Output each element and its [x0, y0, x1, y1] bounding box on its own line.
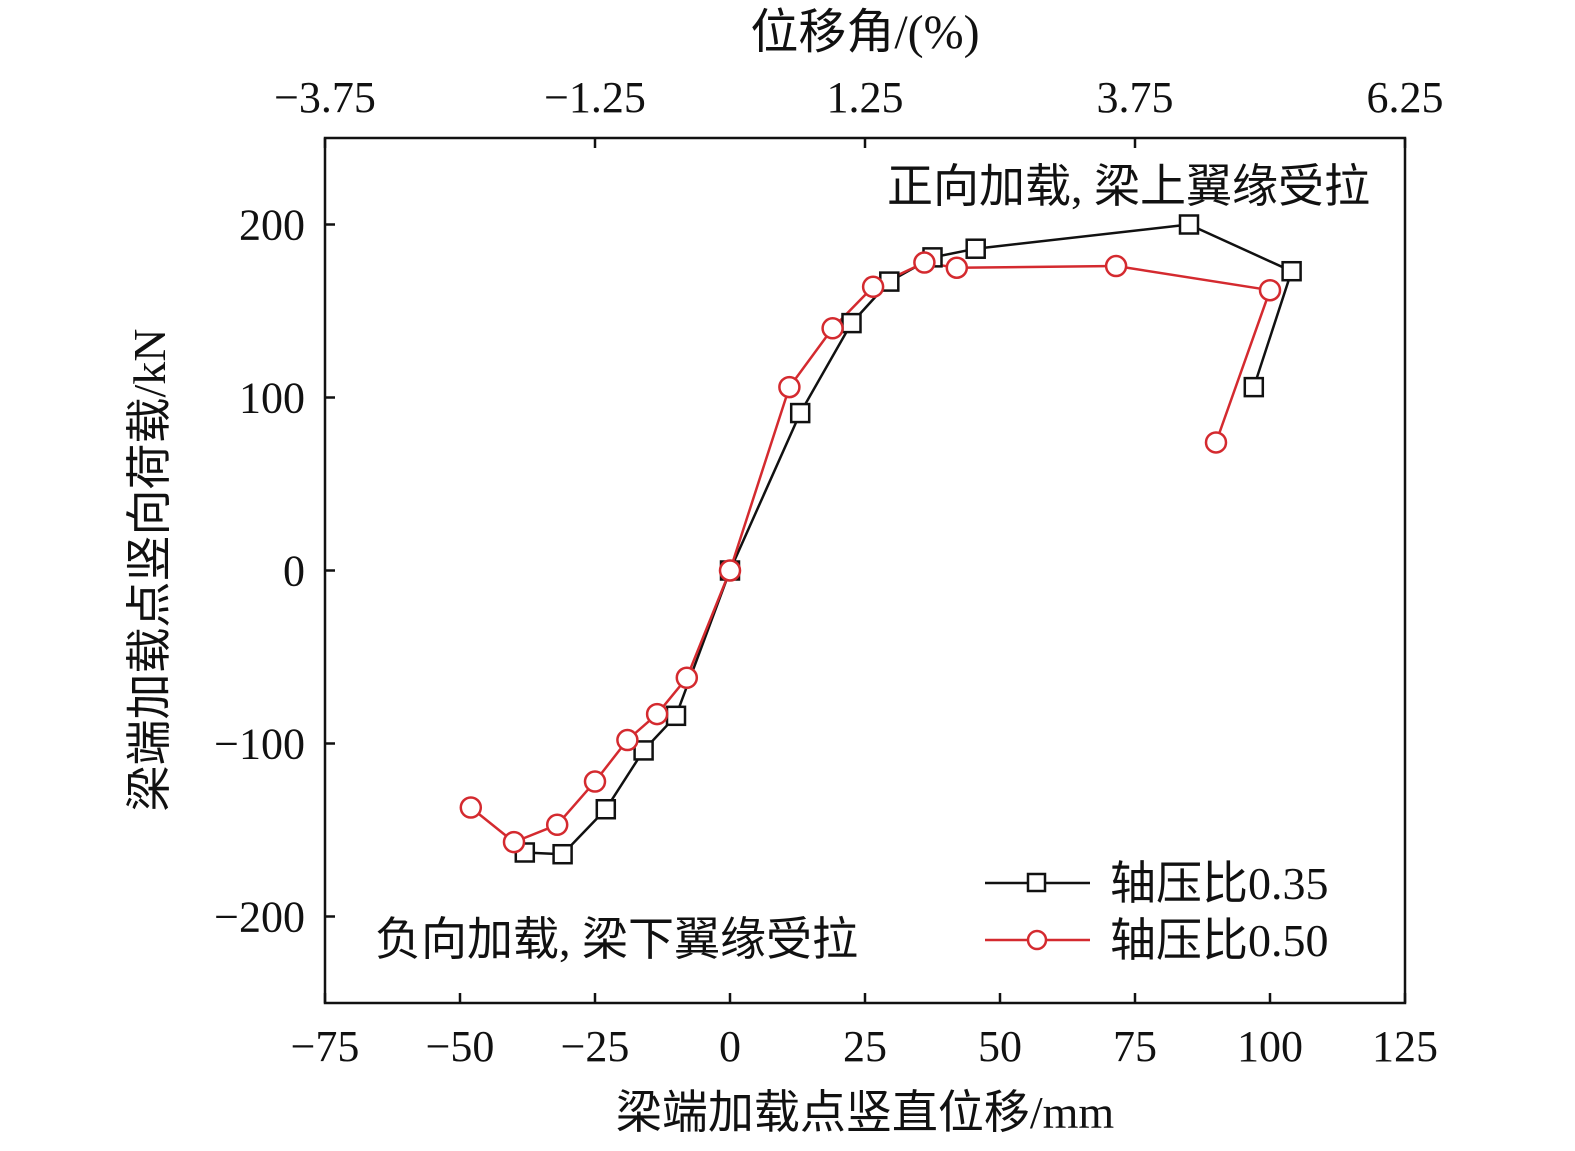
x-tick-label: 75 [1113, 1022, 1157, 1071]
data-point-circle [459, 796, 483, 819]
data-point-square [965, 238, 986, 259]
top-tick-label: 6.25 [1367, 73, 1444, 122]
data-point-circle [645, 702, 669, 726]
data-point-circle [778, 375, 801, 399]
x-tick-label: −25 [561, 1022, 630, 1071]
series-line-1 [470, 261, 1272, 844]
data-point-circle [675, 666, 699, 690]
x-tick-label: 100 [1237, 1022, 1303, 1071]
x-tick-label: −50 [426, 1022, 495, 1071]
data-point-square [1243, 376, 1265, 398]
data-point-circle [545, 813, 569, 837]
data-point-circle [1204, 431, 1228, 454]
x-tick-label: 25 [843, 1022, 887, 1071]
legend-label-050: 轴压比0.50 [1110, 915, 1329, 966]
legend-item-035: 轴压比0.35 [985, 858, 1329, 909]
data-point-square [665, 705, 687, 727]
y-tick-label: 100 [239, 374, 305, 423]
y-axis-label: 梁端加载点竖向荷载/kN [124, 329, 175, 812]
data-point-square [841, 312, 862, 334]
annotation-positive: 正向加载, 梁上翼缘受拉 [887, 161, 1370, 212]
top-tick-label: 3.75 [1097, 73, 1174, 122]
data-point-square [789, 402, 811, 424]
y-tick-label: −100 [214, 720, 305, 769]
legend: 轴压比0.35 轴压比0.50 [985, 858, 1329, 966]
data-point-circle [861, 275, 885, 299]
data-point-circle [583, 770, 607, 793]
data-point-circle [913, 251, 936, 274]
data-point-circle [718, 559, 742, 582]
x-axis-label: 梁端加载点竖直位移/mm [616, 1087, 1115, 1138]
annotation-negative: 负向加载, 梁下翼缘受拉 [375, 914, 858, 965]
data-point-square [595, 798, 617, 820]
top-tick-label: −1.25 [544, 73, 646, 122]
legend-marker-circle [1026, 929, 1048, 951]
top-tick-label: −3.75 [274, 73, 376, 122]
axis-ticks: −75 −50 −25 0 25 50 75 100 125 200 100 0 −100 −200 −3.… [214, 73, 1443, 1071]
legend-label-035: 轴压比0.35 [1110, 858, 1329, 909]
legend-item-050: 轴压比0.50 [985, 915, 1329, 966]
legend-marker-square [1026, 872, 1047, 893]
top-tick-label: 1.25 [827, 73, 904, 122]
data-point-square [633, 740, 654, 761]
data-point-circle [1104, 254, 1128, 278]
y-tick-label: 200 [239, 201, 305, 250]
data-point-square [552, 843, 573, 865]
data-point-circle [616, 728, 639, 752]
x-tick-label: 125 [1372, 1022, 1438, 1071]
data-point-circle [821, 317, 844, 340]
y-tick-label: −200 [214, 893, 305, 942]
data-point-circle [1258, 278, 1282, 302]
x-tick-label: −75 [291, 1022, 360, 1071]
data-point-circle [502, 830, 526, 854]
data-point-square [1178, 214, 1200, 235]
data-point-circle [945, 256, 969, 279]
top-axis-label: 位移角/(%) [750, 6, 979, 59]
series-group [459, 214, 1302, 865]
x-tick-label: 0 [719, 1022, 741, 1071]
x-tick-label: 50 [978, 1022, 1022, 1071]
y-tick-label: 0 [283, 547, 305, 596]
data-point-square [1281, 260, 1302, 282]
